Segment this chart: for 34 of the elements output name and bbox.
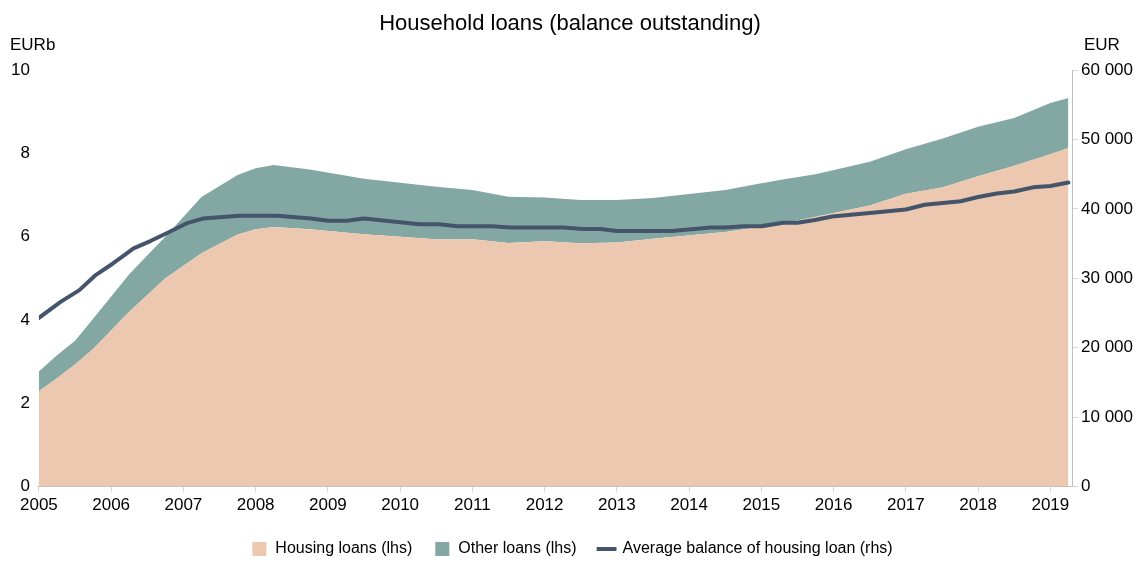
x-tick-label: 2011	[454, 495, 491, 515]
y-tick-label: 10	[10, 59, 30, 79]
y-axis-title: EURb	[10, 35, 56, 54]
legend-label: Average balance of housing loan (rhs)	[622, 539, 893, 557]
chart-title: Household loans (balance outstanding)	[378, 10, 762, 36]
x-tick-label: 2009	[308, 495, 347, 515]
x-tick-label: 2015	[742, 495, 781, 515]
x-tick-label: 2019	[1031, 495, 1070, 515]
x-tick-label: 2012	[525, 495, 564, 515]
y-tick-label: 0	[20, 476, 30, 496]
x-tick-label: 2017	[886, 495, 925, 515]
y2-tick-label: 50 000	[1081, 129, 1133, 149]
y2-tick-label: 60 000	[1081, 59, 1133, 79]
x-tick-label: 2014	[670, 495, 709, 515]
x-tick-label: 2007	[164, 495, 203, 515]
y-tick-label: 4	[20, 309, 30, 329]
y-tick-label: 2	[20, 392, 30, 412]
y-tick-label: 8	[20, 143, 30, 163]
x-tick-label: 2013	[597, 495, 636, 515]
x-tick-label: 2018	[959, 495, 997, 515]
legend-label: Housing loans (lhs)	[275, 539, 413, 557]
y2-axis-title: EUR	[1084, 35, 1120, 54]
legend-label: Other loans (lhs)	[458, 539, 577, 557]
x-tick-label: 2016	[814, 495, 853, 515]
x-tick-label: 2008	[236, 495, 275, 515]
x-tick-label: 2006	[92, 495, 131, 515]
y-tick-label: 6	[20, 226, 30, 246]
y2-tick-label: 0	[1081, 476, 1091, 496]
y2-tick-label: 40 000	[1081, 198, 1133, 218]
x-tick-label: 2005	[20, 495, 58, 515]
y2-tick-label: 20 000	[1081, 337, 1133, 357]
y2-tick-label: 10 000	[1081, 406, 1133, 426]
y2-tick-label: 30 000	[1081, 267, 1133, 287]
x-tick-label: 2010	[381, 495, 420, 515]
